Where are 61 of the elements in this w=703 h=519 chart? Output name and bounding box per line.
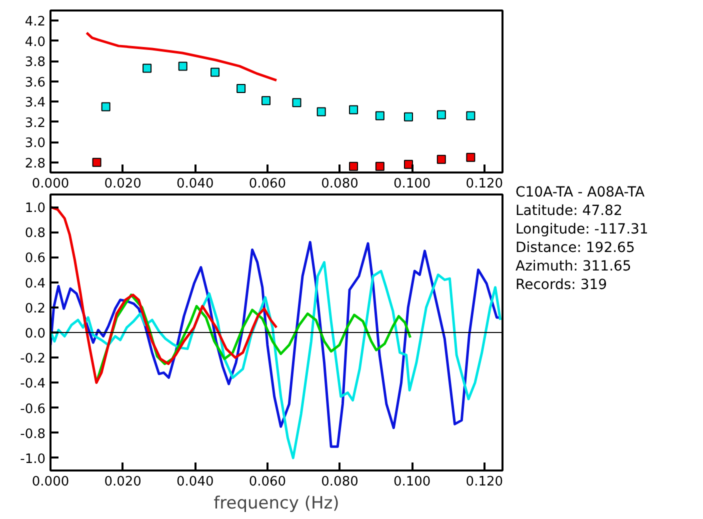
point	[236, 84, 246, 93]
y-tick-label: 4.0	[24, 34, 46, 50]
x-tick-label: 0.000	[32, 176, 70, 192]
point	[436, 154, 446, 164]
line-series	[50, 206, 278, 384]
x-tick-label: 0.020	[104, 176, 142, 192]
y-tick-label: 2.8	[24, 156, 46, 172]
x-tick-label: 0.120	[466, 176, 504, 192]
x-tick-label: 0.080	[321, 474, 358, 490]
point	[178, 62, 188, 71]
x-tick-label: 0.100	[393, 474, 431, 490]
text: Longitude: -117.31	[516, 222, 648, 238]
x-tick-label: 0.000	[32, 474, 70, 490]
text: Distance: 192.65	[516, 240, 635, 256]
x-tick-label: 0.060	[248, 176, 286, 192]
y-tick-label: -0.4	[20, 376, 46, 392]
x-tick-label: 0.100	[393, 176, 431, 192]
point	[349, 105, 358, 114]
text: Records: 319	[516, 277, 608, 293]
point	[436, 110, 446, 120]
y-tick-label: -1.0	[20, 452, 46, 467]
x-tick-label: 0.120	[466, 474, 504, 490]
point	[210, 68, 220, 77]
y-tick-label: 0.2	[24, 301, 46, 316]
y-tick-label: 1.0	[24, 201, 46, 216]
x-tick-label: 0.040	[176, 176, 214, 192]
point	[316, 107, 326, 116]
point	[349, 162, 358, 171]
x-axis-title: frequency (Hz)	[214, 494, 340, 514]
point	[375, 162, 384, 171]
y-tick-label: 3.0	[24, 136, 46, 152]
y-tick-label: -0.8	[20, 426, 46, 442]
text: Azimuth: 311.65	[516, 258, 632, 274]
point	[292, 98, 302, 108]
text: C10A-TA - A08A-TA	[516, 184, 646, 200]
line-series	[85, 32, 278, 82]
point	[404, 160, 413, 169]
x-tick-label: 0.060	[248, 474, 286, 490]
y-tick-label: 4.2	[24, 14, 46, 30]
point	[466, 152, 476, 162]
point	[142, 64, 152, 73]
point	[92, 158, 102, 167]
point	[262, 96, 271, 106]
y-tick-label: 3.8	[24, 55, 46, 70]
y-tick-label: 0.8	[24, 226, 46, 242]
y-tick-label: 0.4	[24, 276, 46, 292]
x-tick-label: 0.080	[321, 176, 358, 192]
y-tick-label: 3.4	[24, 96, 46, 111]
point	[404, 112, 413, 122]
y-tick-label: 3.6	[24, 75, 46, 90]
point	[466, 111, 476, 120]
y-tick-label: -0.2	[20, 352, 46, 367]
point	[101, 102, 110, 112]
x-tick-label: 0.020	[104, 474, 142, 490]
y-tick-label: 3.2	[24, 116, 46, 131]
y-tick-label: 0.6	[24, 251, 46, 266]
text: Latitude: 47.82	[516, 203, 622, 219]
y-tick-label: -0.6	[20, 402, 46, 417]
x-tick-label: 0.040	[176, 474, 214, 490]
point	[375, 111, 384, 120]
y-tick-label: 0.0	[24, 326, 46, 342]
